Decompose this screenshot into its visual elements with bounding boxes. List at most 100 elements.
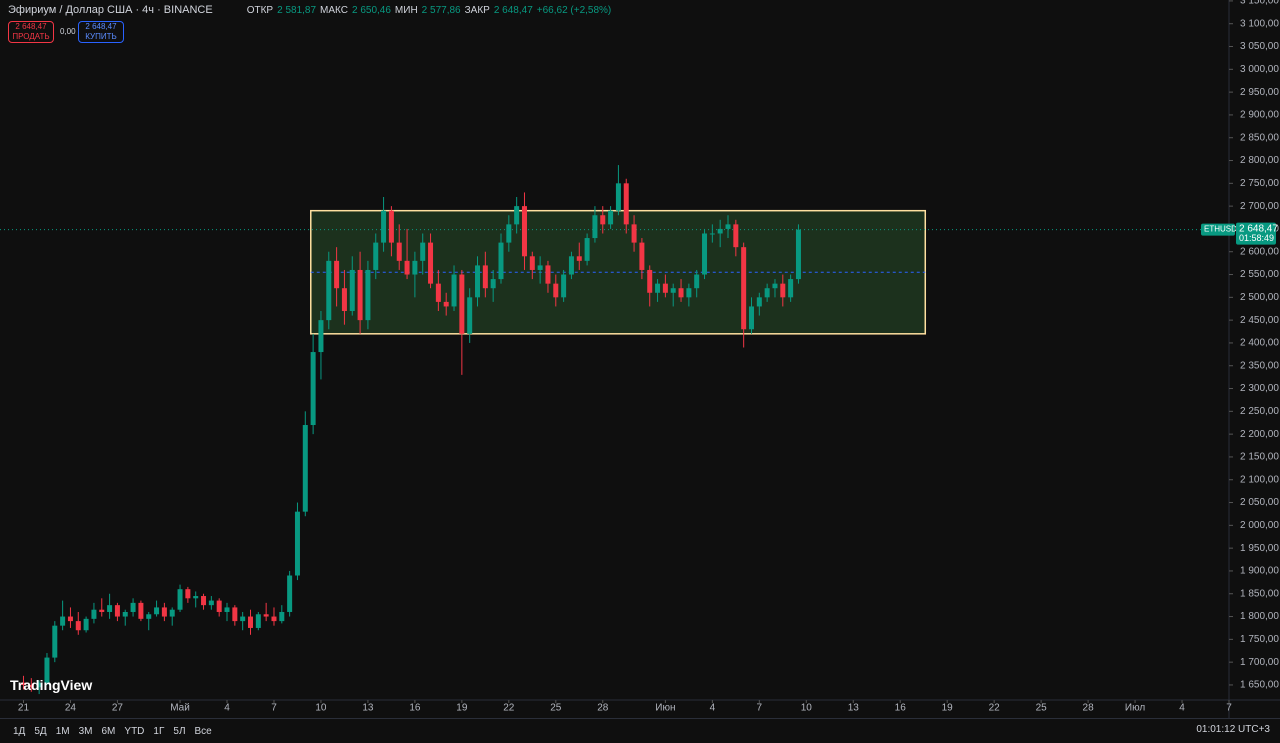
x-tick-label: 19 bbox=[942, 703, 954, 714]
candle-body bbox=[443, 301, 449, 307]
candle-body bbox=[514, 206, 520, 225]
candle-body bbox=[482, 265, 488, 289]
y-tick-label: 2 400,00 bbox=[1240, 338, 1279, 349]
ohlc-value: 2 648,47 bbox=[493, 4, 533, 16]
ohlc-key: МИН bbox=[394, 4, 418, 16]
range-button[interactable]: 6М bbox=[101, 725, 116, 737]
x-tick-label: 24 bbox=[65, 703, 77, 714]
candle-body bbox=[748, 306, 754, 330]
candle-body bbox=[388, 210, 394, 243]
candle-body bbox=[686, 288, 692, 298]
x-tick-label: 21 bbox=[18, 703, 30, 714]
x-tick-label: 22 bbox=[989, 703, 1001, 714]
candle-body bbox=[412, 260, 418, 275]
y-tick-label: 3 150,00 bbox=[1240, 0, 1279, 7]
candle-body bbox=[169, 609, 175, 617]
y-tick-label: 2 600,00 bbox=[1240, 246, 1279, 257]
candle-body bbox=[655, 283, 661, 293]
ohlc-key: ОТКР bbox=[246, 4, 274, 16]
sell-button[interactable]: 2 648,47 ПРОДАТЬ bbox=[8, 21, 54, 43]
x-tick-label: 22 bbox=[503, 703, 515, 714]
candle-body bbox=[318, 320, 324, 353]
candle-body bbox=[36, 682, 42, 688]
y-tick-label: 2 150,00 bbox=[1240, 452, 1279, 463]
x-tick-label: 16 bbox=[409, 703, 421, 714]
x-tick-label: 13 bbox=[848, 703, 860, 714]
candle-body bbox=[99, 609, 105, 612]
y-tick-label: 2 850,00 bbox=[1240, 132, 1279, 143]
y-tick-label: 2 500,00 bbox=[1240, 292, 1279, 303]
candle-body bbox=[381, 210, 387, 243]
candle-body bbox=[255, 614, 261, 628]
candle-body bbox=[459, 274, 465, 334]
x-tick-label: 16 bbox=[895, 703, 907, 714]
x-tick-label: 25 bbox=[550, 703, 562, 714]
candle-body bbox=[772, 283, 778, 289]
candle-body bbox=[631, 224, 637, 243]
candle-body bbox=[678, 288, 684, 298]
symbol-tag: ETHUSD bbox=[1204, 225, 1237, 234]
candle-body bbox=[161, 607, 167, 617]
candle-body bbox=[584, 238, 590, 261]
logo: TradingView bbox=[10, 677, 93, 693]
range-button[interactable]: YTD bbox=[124, 725, 145, 737]
candle-body bbox=[263, 614, 269, 617]
y-tick-label: 2 550,00 bbox=[1240, 269, 1279, 280]
x-tick-label: 4 bbox=[224, 703, 230, 714]
buy-label: КУПИТЬ bbox=[85, 32, 117, 41]
candle-body bbox=[310, 352, 316, 426]
candle-body bbox=[193, 596, 199, 599]
candle-body bbox=[396, 242, 402, 261]
buy-price: 2 648,47 bbox=[85, 22, 117, 31]
candle-body bbox=[208, 600, 214, 606]
candle-body bbox=[326, 260, 332, 321]
range-button[interactable]: 1М bbox=[55, 725, 70, 737]
x-tick-label: Июл bbox=[1125, 703, 1145, 714]
range-button[interactable]: 1Г bbox=[153, 725, 165, 737]
y-tick-label: 2 700,00 bbox=[1240, 201, 1279, 212]
buy-button[interactable]: 2 648,47 КУПИТЬ bbox=[78, 21, 124, 43]
candle-body bbox=[279, 611, 285, 622]
y-tick-label: 1 850,00 bbox=[1240, 588, 1279, 599]
candle-body bbox=[365, 269, 371, 321]
y-tick-label: 3 000,00 bbox=[1240, 64, 1279, 75]
candle-body bbox=[107, 605, 113, 612]
y-tick-label: 2 800,00 bbox=[1240, 155, 1279, 166]
y-tick-label: 3 100,00 bbox=[1240, 18, 1279, 29]
ohlc-key: ЗАКР bbox=[464, 4, 490, 16]
candle-body bbox=[506, 224, 512, 243]
y-tick-label: 2 100,00 bbox=[1240, 474, 1279, 485]
y-tick-label: 2 250,00 bbox=[1240, 406, 1279, 417]
y-tick-label: 1 700,00 bbox=[1240, 657, 1279, 668]
range-button[interactable]: 5Д bbox=[34, 725, 47, 737]
candle-body bbox=[576, 256, 582, 261]
candle-body bbox=[600, 215, 606, 225]
candle-body bbox=[756, 297, 762, 307]
x-tick-label: 7 bbox=[271, 703, 277, 714]
y-tick-label: 3 050,00 bbox=[1240, 41, 1279, 52]
candle-body bbox=[185, 589, 191, 599]
price-tag: 2 648,47 bbox=[1239, 223, 1278, 234]
sell-label: ПРОДАТЬ bbox=[12, 32, 50, 41]
y-tick-label: 2 300,00 bbox=[1240, 383, 1279, 394]
range-button[interactable]: Все bbox=[194, 725, 212, 737]
candle-body bbox=[201, 596, 207, 606]
range-button[interactable]: 5Л bbox=[173, 725, 186, 737]
range-button[interactable]: 3М bbox=[78, 725, 93, 737]
y-tick-label: 2 200,00 bbox=[1240, 429, 1279, 440]
candle-body bbox=[75, 621, 81, 631]
sell-price: 2 648,47 bbox=[15, 22, 47, 31]
candle-body bbox=[435, 283, 441, 302]
candle-body bbox=[428, 242, 434, 284]
range-button[interactable]: 1Д bbox=[13, 725, 26, 737]
candle-body bbox=[529, 256, 535, 270]
candle-body bbox=[271, 616, 277, 622]
candle-body bbox=[420, 242, 426, 261]
x-tick-label: 4 bbox=[1179, 703, 1185, 714]
ohlc-value: 2 581,87 bbox=[277, 4, 317, 16]
x-tick-label: 10 bbox=[801, 703, 813, 714]
candle-body bbox=[451, 274, 457, 307]
spread: 0,00 bbox=[60, 27, 76, 36]
candle-body bbox=[608, 210, 614, 225]
